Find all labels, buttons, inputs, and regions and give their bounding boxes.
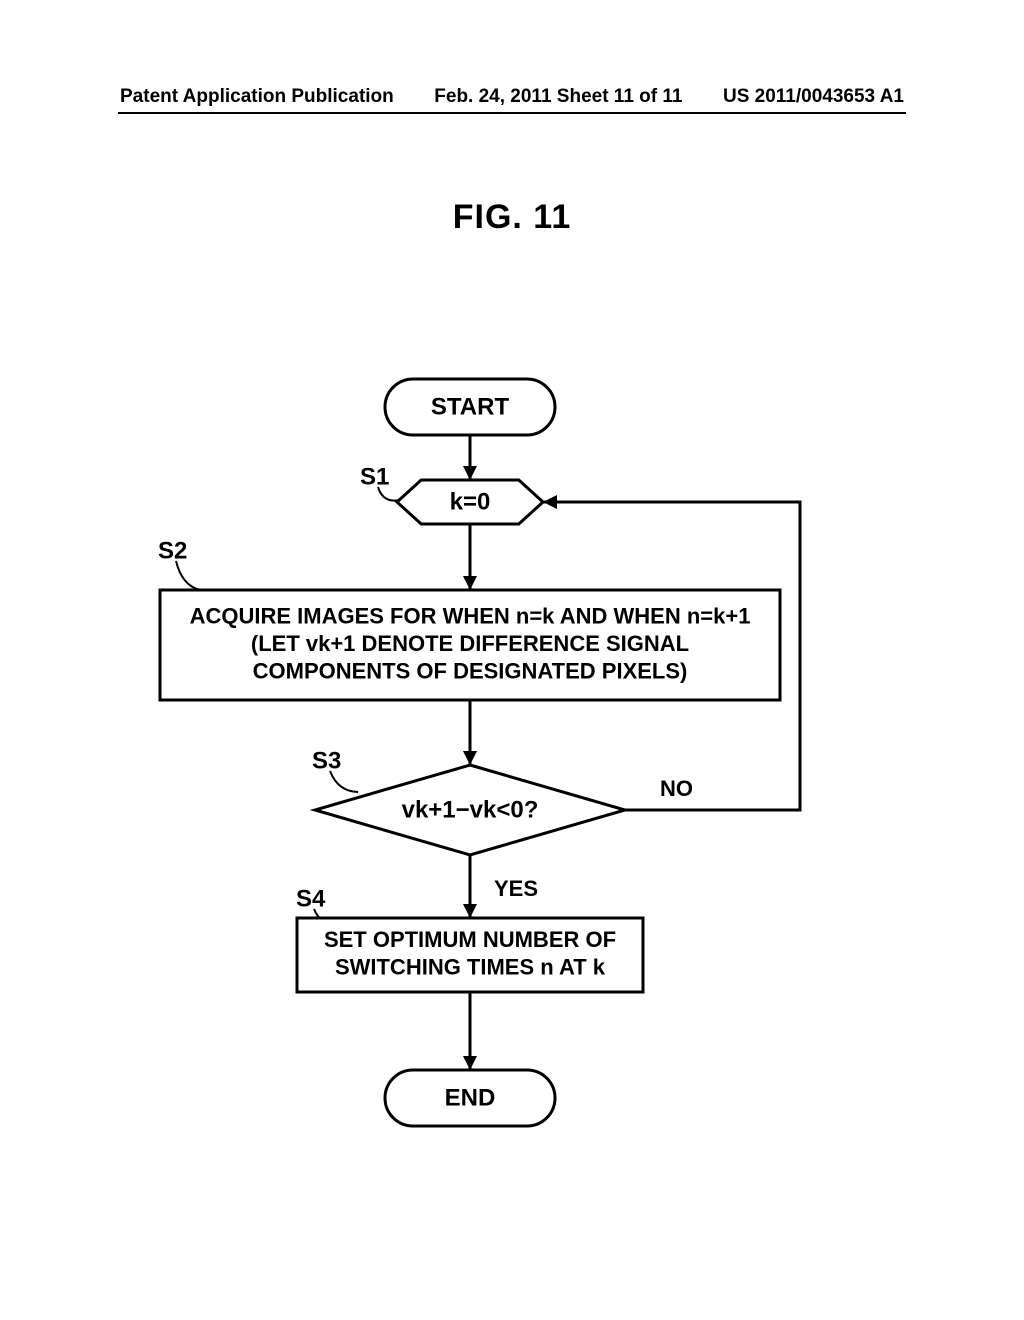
svg-text:S1: S1	[360, 463, 389, 490]
svg-text:NO: NO	[660, 776, 693, 801]
svg-text:COMPONENTS OF DESIGNATED PIXEL: COMPONENTS OF DESIGNATED PIXELS)	[253, 658, 688, 683]
flowchart: START S1 k=0 S2 ACQUIRE IMAGES FOR WHEN n=k …	[0, 0, 1024, 1320]
svg-text:(LET vk+1 DENOTE DIFFERENCE SI: (LET vk+1 DENOTE DIFFERENCE SIGNAL	[251, 631, 689, 656]
svg-text:END: END	[445, 1084, 496, 1111]
svg-text:SET OPTIMUM NUMBER OF: SET OPTIMUM NUMBER OF	[324, 927, 616, 952]
svg-text:S3: S3	[312, 747, 341, 774]
svg-text:YES: YES	[494, 876, 538, 901]
svg-text:ACQUIRE IMAGES FOR WHEN n=k AN: ACQUIRE IMAGES FOR WHEN n=k AND WHEN n=k…	[190, 603, 751, 628]
svg-text:S4: S4	[296, 885, 326, 912]
page: Patent Application Publication Feb. 24, …	[0, 0, 1024, 1320]
svg-text:START: START	[431, 393, 510, 420]
svg-text:k=0: k=0	[450, 488, 491, 515]
svg-text:SWITCHING TIMES n AT k: SWITCHING TIMES n AT k	[335, 955, 606, 980]
svg-text:vk+1−vk<0?: vk+1−vk<0?	[402, 796, 539, 823]
svg-text:S2: S2	[158, 537, 187, 564]
